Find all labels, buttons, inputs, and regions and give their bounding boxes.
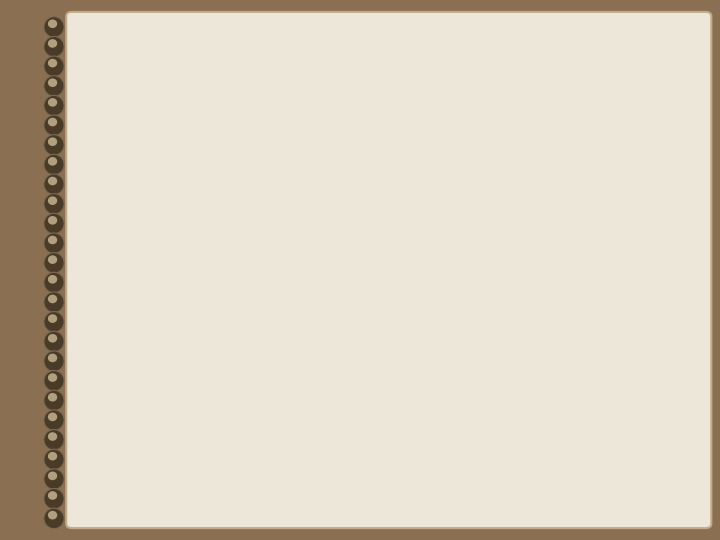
Ellipse shape: [385, 162, 673, 443]
FancyBboxPatch shape: [448, 300, 616, 420]
FancyBboxPatch shape: [436, 167, 641, 435]
FancyBboxPatch shape: [442, 183, 634, 420]
Text: Infection: Infection: [126, 251, 233, 274]
Text: Thyroid storm: Thyroid storm: [126, 352, 296, 374]
Text: Hypoparathyroidism: Hypoparathyroidism: [126, 201, 372, 224]
Text: Air embolism: Air embolism: [126, 301, 285, 324]
FancyBboxPatch shape: [414, 151, 655, 451]
Text: Hoarseness of voice: Hoarseness of voice: [126, 151, 366, 173]
Text: COMPLICATION: COMPLICATION: [209, 42, 612, 87]
Text: 9.153: 9.153: [420, 431, 452, 441]
